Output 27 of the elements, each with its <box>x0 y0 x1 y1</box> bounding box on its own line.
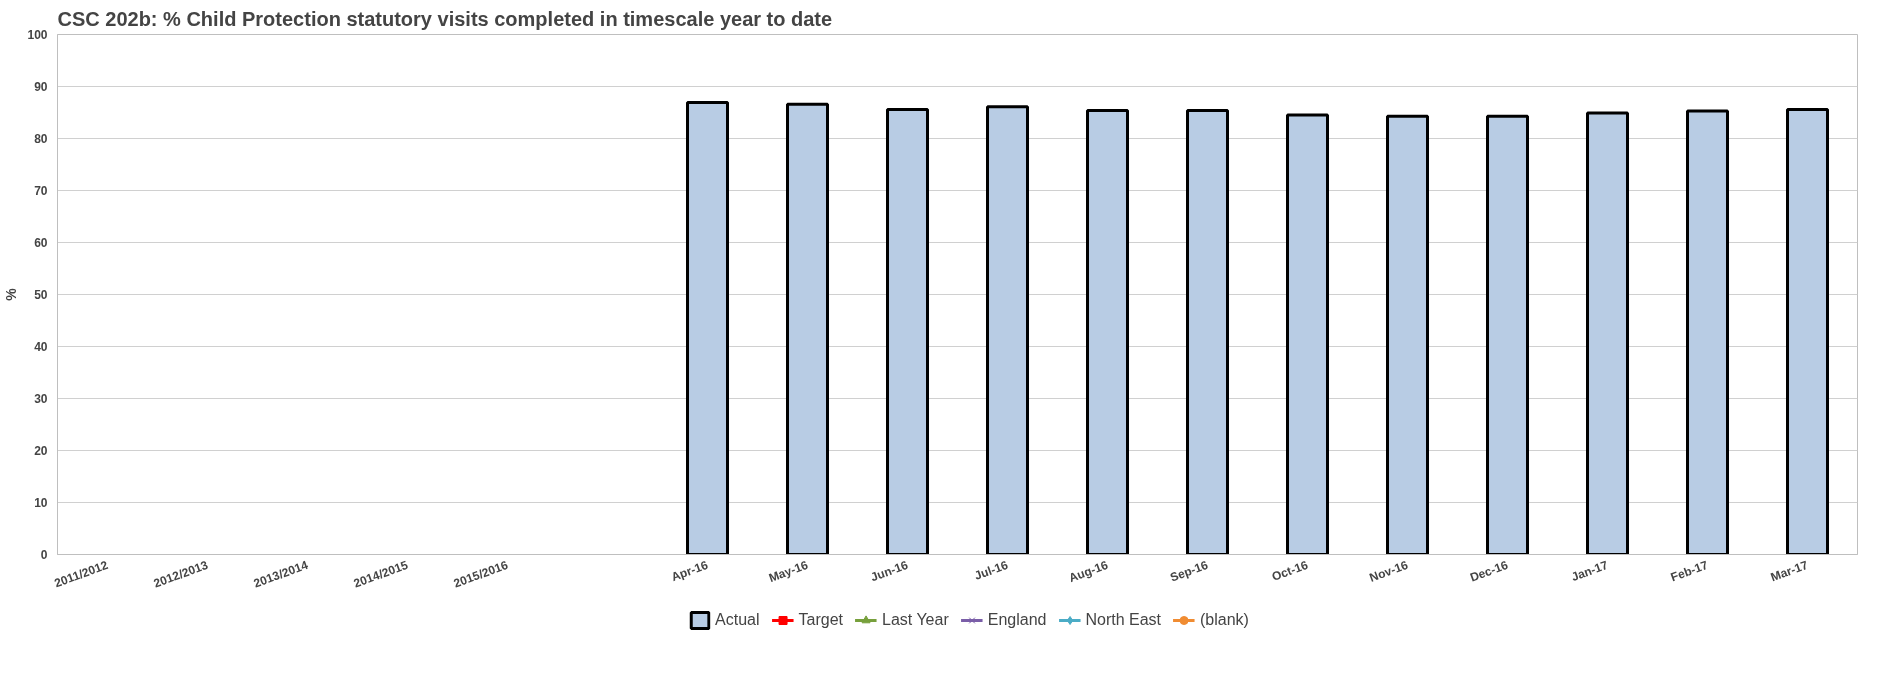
x-tick-label: Feb-17 <box>1668 557 1711 585</box>
y-tick-label: 0 <box>40 548 48 562</box>
y-tick-label: 100 <box>27 28 48 42</box>
legend-label: England <box>987 611 1047 629</box>
x-tick-label: Oct-16 <box>1270 557 1311 584</box>
y-tick-label: 90 <box>34 80 48 94</box>
y-tick-label: 80 <box>34 132 48 146</box>
y-tick-label: 50 <box>34 288 48 302</box>
legend-label: (blank) <box>1200 611 1249 629</box>
y-tick-label: 70 <box>34 184 48 198</box>
x-tick-label: Sep-16 <box>1168 557 1211 585</box>
x-tick-label: Jun-16 <box>868 557 911 585</box>
x-tick-label: Jul-16 <box>972 557 1011 583</box>
legend-label: Last Year <box>881 611 949 629</box>
y-tick-label: 30 <box>34 392 48 406</box>
y-tick-label: 60 <box>34 236 48 250</box>
legend-label: Target <box>798 611 843 629</box>
x-tick-label: Apr-16 <box>669 557 711 585</box>
y-tick-label: 20 <box>34 444 48 458</box>
chart-title: CSC 202b: % Child Protection statutory visits completed in timescale year to date <box>57 7 833 30</box>
x-tick-label: Mar-17 <box>1768 557 1811 585</box>
x-tick-label: Jan-17 <box>1569 557 1611 585</box>
y-axis-title: % <box>3 287 20 301</box>
legend-label: North East <box>1085 611 1162 629</box>
legend-label: Actual <box>715 611 760 629</box>
y-tick-label: 10 <box>34 496 48 510</box>
y-tick-label: 40 <box>34 340 48 354</box>
